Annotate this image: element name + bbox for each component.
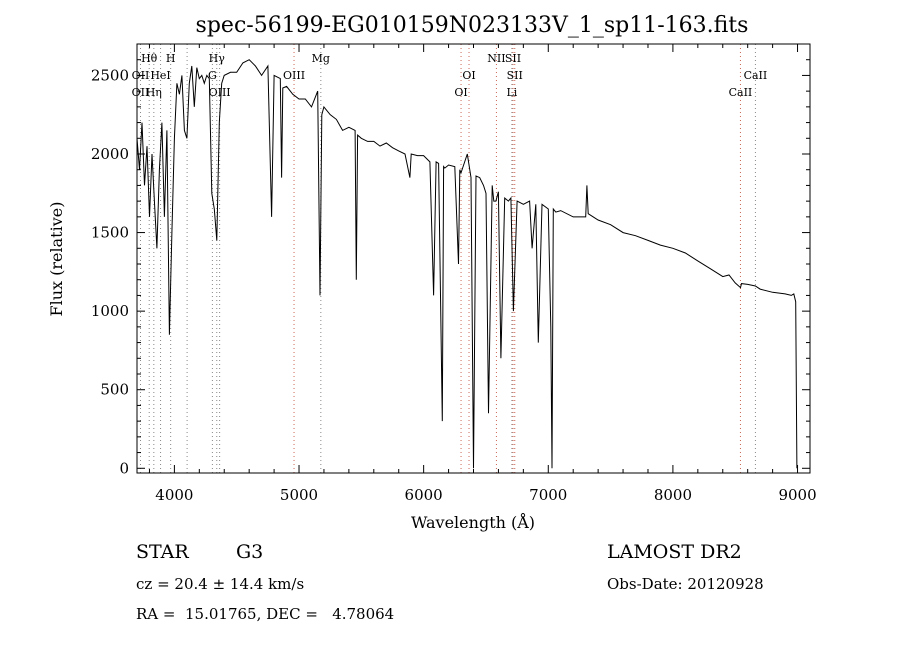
line-label: Mg xyxy=(312,52,330,65)
x-tick-label: 8000 xyxy=(654,486,692,504)
x-tick-label: 6000 xyxy=(405,486,443,504)
x-tick-label: 5000 xyxy=(280,486,318,504)
line-label: OIII xyxy=(283,69,305,82)
spectrum-line xyxy=(136,59,798,469)
y-tick-label: 2500 xyxy=(91,66,129,84)
y-tick-label: 0 xyxy=(119,459,129,477)
survey-name: LAMOST DR2 xyxy=(607,541,742,563)
x-tick-label: 4000 xyxy=(155,486,193,504)
line-label: H xyxy=(166,52,176,65)
line-label: G xyxy=(208,69,217,82)
line-label: HeI xyxy=(150,69,170,82)
coordinates-text: RA = 15.01765, DEC = 4.78064 xyxy=(136,605,395,623)
x-axis-label: Wavelength (Å) xyxy=(411,512,535,532)
line-label: Hθ xyxy=(141,52,158,65)
obs-date-text: Obs-Date: 20120928 xyxy=(607,575,764,593)
line-label: OII xyxy=(132,86,150,99)
line-label: OI xyxy=(462,69,475,82)
x-tick-label: 9000 xyxy=(778,486,816,504)
y-tick-label: 1500 xyxy=(91,224,129,242)
y-tick-label: 1000 xyxy=(91,302,129,320)
line-label: SII xyxy=(507,69,523,82)
line-label: SII xyxy=(505,52,521,65)
y-tick-label: 500 xyxy=(100,381,129,399)
object-subclass: G3 xyxy=(236,541,264,563)
redshift-text: cz = 20.4 ± 14.4 km/s xyxy=(136,575,305,593)
object-class: STAR xyxy=(136,541,189,563)
line-label: Li xyxy=(506,86,517,99)
line-label: OIII xyxy=(209,86,231,99)
line-label: CaII xyxy=(744,69,768,82)
line-label: Hγ xyxy=(209,52,226,65)
line-label: CaII xyxy=(729,86,753,99)
plot-frame xyxy=(136,43,811,474)
chart-title: spec-56199-EG010159N023133V_1_sp11-163.f… xyxy=(196,13,749,38)
x-tick-label: 7000 xyxy=(529,486,567,504)
line-label: OI xyxy=(454,86,467,99)
y-axis-label: Flux (relative) xyxy=(47,202,66,317)
line-label: NII xyxy=(487,52,505,65)
y-tick-label: 2000 xyxy=(91,145,129,163)
line-label: Hη xyxy=(146,86,162,99)
